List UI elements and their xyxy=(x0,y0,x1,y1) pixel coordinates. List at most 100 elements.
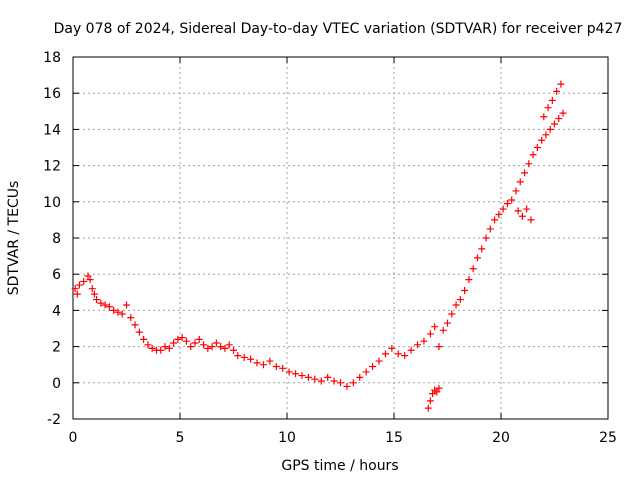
data-point xyxy=(118,310,126,318)
data-point xyxy=(86,276,94,284)
data-point xyxy=(144,341,152,349)
data-point xyxy=(456,296,464,304)
data-point xyxy=(388,344,396,352)
data-point xyxy=(84,272,92,280)
data-point xyxy=(516,178,524,186)
data-point xyxy=(381,350,389,358)
x-axis-label: GPS time / hours xyxy=(281,458,398,474)
data-point xyxy=(247,355,255,363)
data-point xyxy=(394,350,402,358)
data-point xyxy=(452,301,460,309)
data-point xyxy=(90,290,98,298)
data-point xyxy=(195,335,203,343)
data-point xyxy=(292,370,300,378)
data-point xyxy=(495,210,503,218)
data-point xyxy=(343,382,351,390)
y-tick-label: 14 xyxy=(43,122,61,138)
data-point xyxy=(375,357,383,365)
y-tick-label: -2 xyxy=(47,412,61,428)
data-point xyxy=(527,216,535,224)
x-tick-label: 10 xyxy=(278,430,296,446)
data-point xyxy=(110,306,118,314)
ticks: 0 5 10 15 20 25 -2 0 2 4 6 8 10 12 14 16 18 xyxy=(43,50,617,446)
data-point xyxy=(148,344,156,352)
data-point xyxy=(553,87,561,95)
data-point xyxy=(114,308,122,316)
data-point xyxy=(259,361,267,369)
data-point xyxy=(369,363,377,371)
data-point xyxy=(157,346,165,354)
data-point xyxy=(80,277,88,285)
data-point xyxy=(514,207,522,215)
data-point xyxy=(469,265,477,273)
data-point xyxy=(135,328,143,336)
y-tick-label: 10 xyxy=(43,195,61,211)
data-point xyxy=(165,344,173,352)
data-point xyxy=(512,187,520,195)
data-point xyxy=(75,281,83,289)
data-point xyxy=(311,375,319,383)
data-point xyxy=(461,286,469,294)
data-point xyxy=(105,303,113,311)
data-point xyxy=(435,343,443,351)
x-tick-label: 15 xyxy=(385,430,403,446)
data-point xyxy=(123,301,130,309)
data-point xyxy=(240,353,248,361)
data-point xyxy=(546,125,554,133)
x-tick-label: 5 xyxy=(176,430,185,446)
y-tick-label: 0 xyxy=(52,376,61,392)
data-point xyxy=(200,341,208,349)
chart-title: Day 078 of 2024, Sidereal Day-to-day VTE… xyxy=(54,21,623,37)
data-point xyxy=(93,296,101,304)
data-point xyxy=(529,151,537,159)
data-point xyxy=(279,364,287,372)
data-point xyxy=(97,299,105,307)
data-point xyxy=(161,343,169,351)
data-point xyxy=(401,352,409,360)
data-point xyxy=(465,276,473,284)
data-point xyxy=(170,339,178,347)
data-point xyxy=(439,326,447,334)
data-point xyxy=(298,372,306,380)
x-tick-label: 0 xyxy=(69,430,78,446)
data-point xyxy=(225,341,233,349)
data-point xyxy=(178,334,186,342)
data-point xyxy=(349,379,357,387)
data-point xyxy=(508,196,516,204)
data-point xyxy=(499,205,507,213)
data-point xyxy=(538,136,546,144)
data-point xyxy=(426,330,434,338)
data-point xyxy=(551,120,558,128)
data-point xyxy=(491,216,499,224)
data-point xyxy=(555,115,563,123)
data-point xyxy=(356,373,364,381)
x-tick-label: 20 xyxy=(492,430,510,446)
data-point xyxy=(221,344,229,352)
data-point xyxy=(433,388,441,396)
data-point xyxy=(362,368,370,376)
data-point xyxy=(473,254,481,262)
data-point xyxy=(444,319,451,327)
y-tick-label: 18 xyxy=(43,50,61,66)
data-point xyxy=(478,245,486,253)
data-point xyxy=(317,377,325,385)
data-point xyxy=(330,377,338,385)
data-point xyxy=(324,373,332,381)
data-point xyxy=(285,368,293,376)
data-point xyxy=(234,352,242,360)
data-point xyxy=(208,343,216,351)
y-tick-label: 12 xyxy=(43,159,61,175)
y-tick-label: 16 xyxy=(43,86,61,102)
data-point xyxy=(533,144,541,151)
data-point xyxy=(429,390,437,398)
data-point xyxy=(540,113,548,121)
data-point xyxy=(557,80,565,88)
data-point xyxy=(525,160,533,168)
data-point xyxy=(272,363,280,371)
data-point xyxy=(559,109,567,117)
y-tick-label: 4 xyxy=(52,303,61,319)
data-point xyxy=(542,131,550,139)
data-point xyxy=(407,346,415,354)
